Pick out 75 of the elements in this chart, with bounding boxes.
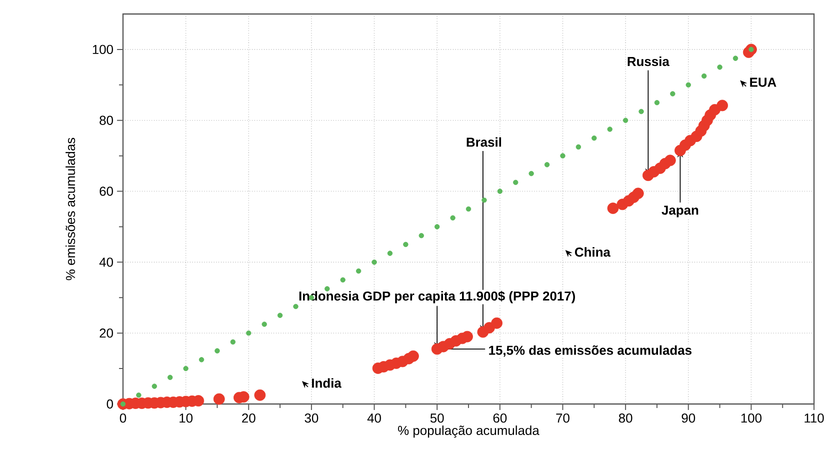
point — [387, 250, 393, 256]
annotation: EUA — [750, 78, 776, 87]
annotation: 15,5% das emissões acumuladas — [489, 345, 692, 357]
x-tick-label: 70 — [556, 413, 570, 423]
point — [607, 202, 619, 214]
point — [732, 56, 738, 61]
point — [324, 286, 330, 292]
point — [638, 108, 644, 114]
point — [168, 374, 173, 380]
point — [293, 304, 298, 310]
point — [664, 154, 676, 166]
annotation: Russia — [628, 56, 670, 66]
point — [686, 82, 691, 88]
point — [482, 198, 487, 203]
point — [254, 389, 266, 401]
point — [183, 366, 188, 372]
point — [277, 312, 283, 318]
point — [701, 73, 707, 79]
point — [136, 392, 142, 398]
y-tick-label: 40 — [99, 258, 114, 267]
x-tick-label: 10 — [180, 413, 193, 423]
point — [716, 100, 728, 112]
point — [246, 330, 252, 336]
x-tick-label: 30 — [304, 413, 318, 423]
point — [356, 268, 362, 274]
point — [576, 144, 582, 150]
annotation: Indonesia GDP per capita 11.900$ (PPP 2017) — [299, 290, 575, 304]
point — [434, 224, 440, 230]
annotation: India — [312, 378, 342, 388]
point — [214, 348, 220, 354]
x-tick-label: 80 — [618, 413, 632, 423]
point — [403, 242, 408, 248]
point — [528, 170, 534, 176]
point — [408, 350, 419, 362]
y-axis-title: % emissões acumuladas — [66, 138, 76, 280]
point — [632, 188, 644, 200]
x-axis-title: % população acumulada — [398, 426, 540, 438]
point — [262, 322, 267, 327]
point — [372, 260, 377, 265]
point — [418, 232, 424, 238]
y-tick-label: 80 — [100, 116, 114, 125]
point — [544, 162, 550, 168]
point — [560, 153, 566, 158]
x-tick-label: 110 — [804, 413, 824, 423]
point — [622, 118, 628, 123]
point — [607, 126, 612, 132]
annotation: Japan — [662, 206, 698, 218]
point — [497, 188, 503, 194]
y-tick-label: 60 — [100, 186, 114, 196]
point — [654, 100, 660, 106]
point — [466, 206, 472, 212]
point — [198, 357, 204, 362]
x-tick-label: 60 — [493, 413, 507, 423]
point — [513, 180, 518, 186]
point — [340, 277, 346, 283]
point — [462, 330, 473, 342]
x-tick-label: 100 — [741, 413, 762, 423]
point — [213, 393, 225, 405]
annotation: China — [574, 247, 610, 257]
point — [491, 317, 502, 329]
point — [230, 339, 236, 345]
point — [592, 135, 597, 141]
point — [670, 91, 676, 96]
annotation: Brasil — [466, 137, 502, 147]
x-tick-label: 40 — [367, 413, 381, 423]
point — [450, 215, 456, 220]
y-tick-label: 0 — [106, 399, 114, 409]
x-tick-label: 50 — [430, 413, 444, 423]
point — [717, 64, 722, 70]
x-tick-label: 90 — [682, 413, 696, 423]
x-tick-label: 20 — [242, 413, 256, 423]
x-tick-label: 0 — [120, 413, 126, 423]
y-tick-label: 20 — [100, 328, 114, 338]
y-tick-label: 100 — [92, 44, 113, 54]
point — [152, 384, 158, 389]
